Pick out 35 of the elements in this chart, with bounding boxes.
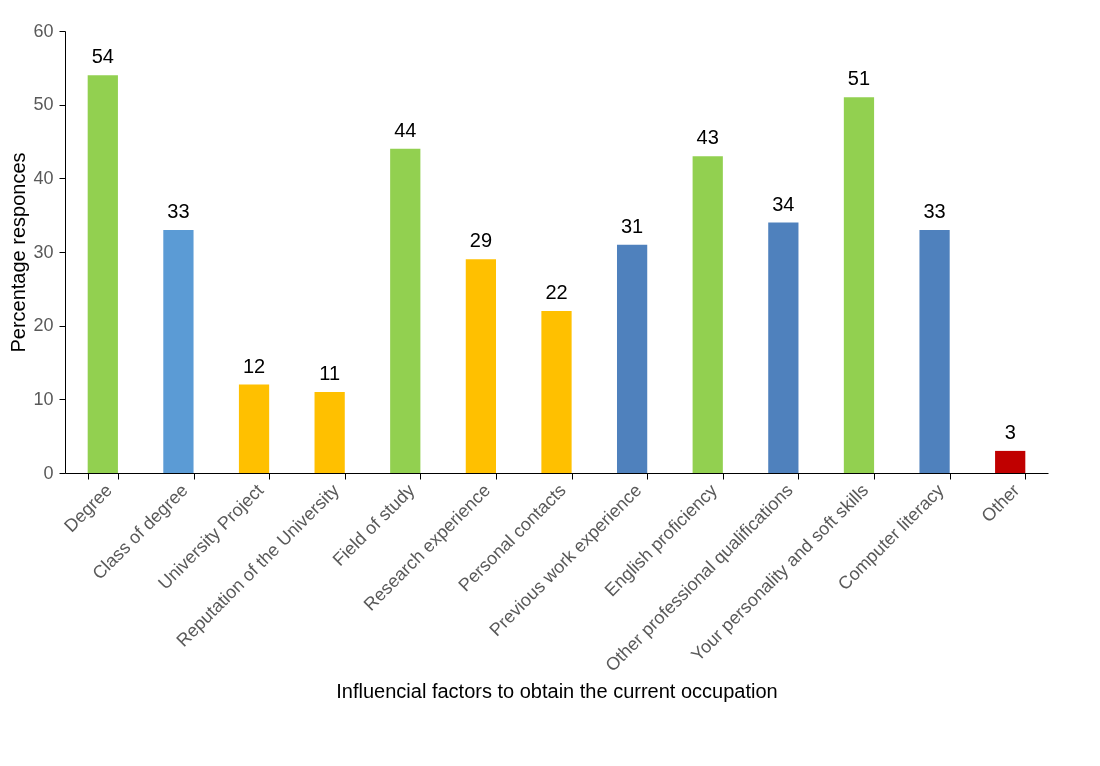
data-label: 34 <box>772 192 795 215</box>
data-label: 31 <box>620 214 644 237</box>
data-label: 11 <box>319 361 341 384</box>
bar <box>465 259 497 473</box>
y-tick-label: 40 <box>33 167 54 188</box>
y-tick-label: 10 <box>33 388 54 409</box>
bar <box>995 450 1026 473</box>
bar <box>919 229 950 473</box>
y-tick-label: 50 <box>33 94 54 115</box>
y-tick-label: 30 <box>33 241 54 262</box>
data-label: 54 <box>91 45 114 68</box>
data-label: 33 <box>167 199 190 222</box>
data-label: 12 <box>242 354 266 377</box>
bar <box>163 229 194 473</box>
data-label: 3 <box>1004 420 1016 443</box>
data-label: 43 <box>696 126 719 149</box>
data-label: 51 <box>847 67 871 90</box>
data-label: 33 <box>923 199 946 222</box>
y-tick-label: 0 <box>43 462 54 483</box>
data-label: 44 <box>394 118 417 141</box>
data-label: 29 <box>469 229 493 252</box>
bar <box>843 97 875 473</box>
bar <box>390 148 421 473</box>
bar <box>541 310 572 473</box>
data-label: 22 <box>545 280 568 303</box>
bar <box>616 244 648 473</box>
bar <box>692 156 723 473</box>
y-tick-label: 60 <box>33 20 54 41</box>
x-axis-title: Influencial factors to obtain the current occupation <box>336 679 778 702</box>
bar <box>87 75 118 473</box>
y-tick-label: 20 <box>33 315 54 336</box>
y-axis-title: Percentage responces <box>7 152 30 353</box>
bar <box>314 391 345 473</box>
bar <box>768 222 799 473</box>
bar <box>238 384 270 473</box>
